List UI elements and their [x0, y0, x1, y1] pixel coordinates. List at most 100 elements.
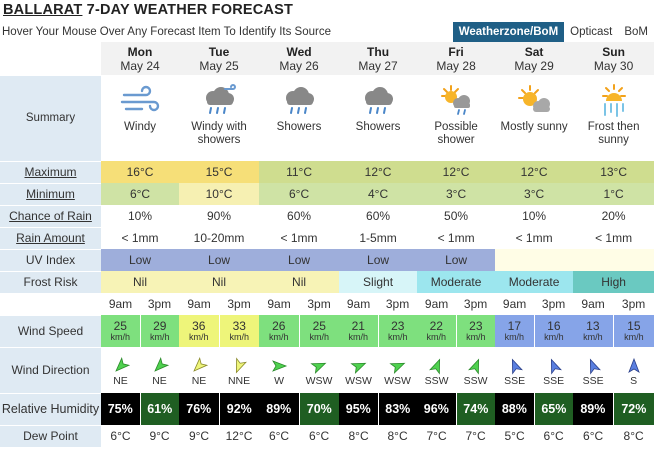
- dew-point-cell[interactable]: 12°C: [225, 429, 253, 443]
- wind-dir-cell[interactable]: SSE: [573, 347, 613, 393]
- summary-mon[interactable]: Windy: [101, 75, 179, 161]
- rain-chance-tue[interactable]: 90%: [207, 209, 232, 223]
- max-sat[interactable]: 12°C: [495, 161, 574, 183]
- wind-dir-cell[interactable]: SSE: [534, 347, 573, 393]
- dew-point-cell[interactable]: 6°C: [268, 429, 290, 443]
- humidity-cell[interactable]: 61%: [139, 393, 180, 425]
- wind-dir-cell[interactable]: W: [259, 347, 299, 393]
- summary-thu[interactable]: Showers: [339, 75, 417, 161]
- dew-point-cell[interactable]: 9°C: [149, 429, 170, 443]
- humidity-cell[interactable]: 72%: [612, 393, 654, 425]
- humidity-cell[interactable]: 65%: [533, 393, 574, 425]
- humidity-cell[interactable]: 83%: [377, 393, 418, 425]
- humidity-cell[interactable]: 95%: [339, 393, 379, 425]
- dew-point-cell[interactable]: 6°C: [308, 429, 330, 443]
- humidity-cell[interactable]: 70%: [298, 393, 340, 425]
- wind-speed-cell[interactable]: 23 km/h: [377, 315, 418, 347]
- wind-dir-cell[interactable]: WSW: [339, 347, 378, 393]
- rain-chance-mon[interactable]: 10%: [127, 209, 153, 223]
- humidity-cell[interactable]: 89%: [259, 393, 300, 425]
- frost-wed[interactable]: Nil: [259, 271, 340, 293]
- summary-sun[interactable]: Frost then sunny: [573, 75, 654, 161]
- tab-weatherzone-bom[interactable]: Weatherzone/BoM: [452, 22, 565, 42]
- frost-sun[interactable]: High: [573, 271, 654, 293]
- rain-chance-wed[interactable]: 60%: [287, 209, 312, 223]
- wind-speed-cell[interactable]: 25 km/h: [101, 315, 140, 347]
- min-sun[interactable]: 1°C: [573, 183, 654, 205]
- dew-point-cell[interactable]: 8°C: [387, 429, 408, 443]
- rain-amount-wed[interactable]: < 1mm: [280, 231, 318, 245]
- max-sun[interactable]: 13°C: [573, 161, 654, 183]
- wind-speed-cell[interactable]: 23 km/h: [455, 315, 496, 347]
- wind-dir-cell[interactable]: S: [613, 347, 654, 393]
- humidity-cell[interactable]: 75%: [101, 393, 140, 425]
- wind-dir-cell[interactable]: NE: [101, 347, 140, 393]
- min-mon[interactable]: 6°C: [101, 183, 180, 205]
- wind-speed-cell[interactable]: 17 km/h: [495, 315, 535, 347]
- humidity-cell[interactable]: 96%: [417, 393, 457, 425]
- humidity-cell[interactable]: 76%: [179, 393, 220, 425]
- min-fri[interactable]: 3°C: [417, 183, 496, 205]
- rain-amount-mon[interactable]: < 1mm: [121, 231, 159, 245]
- dew-point-cell[interactable]: 7°C: [465, 429, 486, 443]
- frost-mon[interactable]: Nil: [101, 271, 180, 293]
- rain-chance-sun[interactable]: 20%: [601, 209, 626, 223]
- dew-point-cell[interactable]: 9°C: [188, 429, 210, 443]
- rain-amount-label[interactable]: Rain Amount: [0, 227, 101, 250]
- uv-thu[interactable]: Low: [339, 249, 418, 271]
- max-tue[interactable]: 15°C: [179, 161, 260, 183]
- wind-speed-cell[interactable]: 29 km/h: [139, 315, 180, 347]
- wind-speed-cell[interactable]: 25 km/h: [298, 315, 340, 347]
- humidity-cell[interactable]: 74%: [455, 393, 496, 425]
- max-thu[interactable]: 12°C: [339, 161, 418, 183]
- tab-opticast[interactable]: Opticast: [570, 26, 613, 38]
- rain-chance-sat[interactable]: 10%: [522, 209, 547, 223]
- humidity-cell[interactable]: 89%: [573, 393, 614, 425]
- min-tue[interactable]: 10°C: [179, 183, 260, 205]
- uv-fri[interactable]: Low: [417, 249, 496, 271]
- dew-point-cell[interactable]: 7°C: [426, 429, 447, 443]
- minimum-label[interactable]: Minimum: [0, 183, 101, 206]
- humidity-cell[interactable]: 88%: [495, 393, 535, 425]
- summary-sat[interactable]: Mostly sunny: [495, 75, 573, 161]
- rain-chance-thu[interactable]: 60%: [366, 209, 391, 223]
- summary-fri[interactable]: Possible shower: [417, 75, 495, 161]
- rain-amount-tue[interactable]: 10-20mm: [193, 231, 245, 245]
- maximum-label[interactable]: Maximum: [0, 161, 101, 184]
- wind-speed-cell[interactable]: 15 km/h: [612, 315, 654, 347]
- rain-amount-thu[interactable]: 1-5mm: [359, 231, 397, 245]
- wind-dir-cell[interactable]: WSW: [299, 347, 339, 393]
- wind-speed-cell[interactable]: 22 km/h: [417, 315, 457, 347]
- max-wed[interactable]: 11°C: [259, 161, 340, 183]
- summary-wed[interactable]: Showers: [259, 75, 339, 161]
- rain-amount-fri[interactable]: < 1mm: [437, 231, 475, 245]
- humidity-cell[interactable]: 92%: [218, 393, 260, 425]
- wind-speed-cell[interactable]: 26 km/h: [259, 315, 300, 347]
- wind-dir-cell[interactable]: SSE: [495, 347, 534, 393]
- wind-dir-cell[interactable]: SSW: [417, 347, 456, 393]
- wind-speed-cell[interactable]: 21 km/h: [339, 315, 379, 347]
- city-link[interactable]: BALLARAT: [3, 2, 83, 18]
- dew-point-cell[interactable]: 6°C: [110, 429, 131, 443]
- wind-speed-cell[interactable]: 16 km/h: [533, 315, 574, 347]
- dew-point-cell[interactable]: 5°C: [504, 429, 525, 443]
- rain-amount-sun[interactable]: < 1mm: [595, 231, 633, 245]
- frost-fri[interactable]: Moderate: [417, 271, 496, 293]
- rain-amount-sat[interactable]: < 1mm: [515, 231, 553, 245]
- wind-dir-cell[interactable]: NNE: [219, 347, 259, 393]
- summary-tue[interactable]: Windy with showers: [179, 75, 259, 161]
- max-fri[interactable]: 12°C: [417, 161, 496, 183]
- frost-thu[interactable]: Slight: [339, 271, 418, 293]
- wind-speed-cell[interactable]: 13 km/h: [573, 315, 614, 347]
- dew-point-cell[interactable]: 8°C: [623, 429, 644, 443]
- wind-speed-cell[interactable]: 36 km/h: [179, 315, 220, 347]
- dew-point-cell[interactable]: 6°C: [543, 429, 564, 443]
- dew-point-cell[interactable]: 6°C: [583, 429, 604, 443]
- uv-wed[interactable]: Low: [259, 249, 340, 271]
- uv-mon[interactable]: Low: [101, 249, 180, 271]
- min-thu[interactable]: 4°C: [339, 183, 418, 205]
- frost-sat[interactable]: Moderate: [495, 271, 574, 293]
- wind-speed-cell[interactable]: 33 km/h: [218, 315, 260, 347]
- rain-chance-fri[interactable]: 50%: [444, 209, 469, 223]
- dew-point-cell[interactable]: 8°C: [348, 429, 369, 443]
